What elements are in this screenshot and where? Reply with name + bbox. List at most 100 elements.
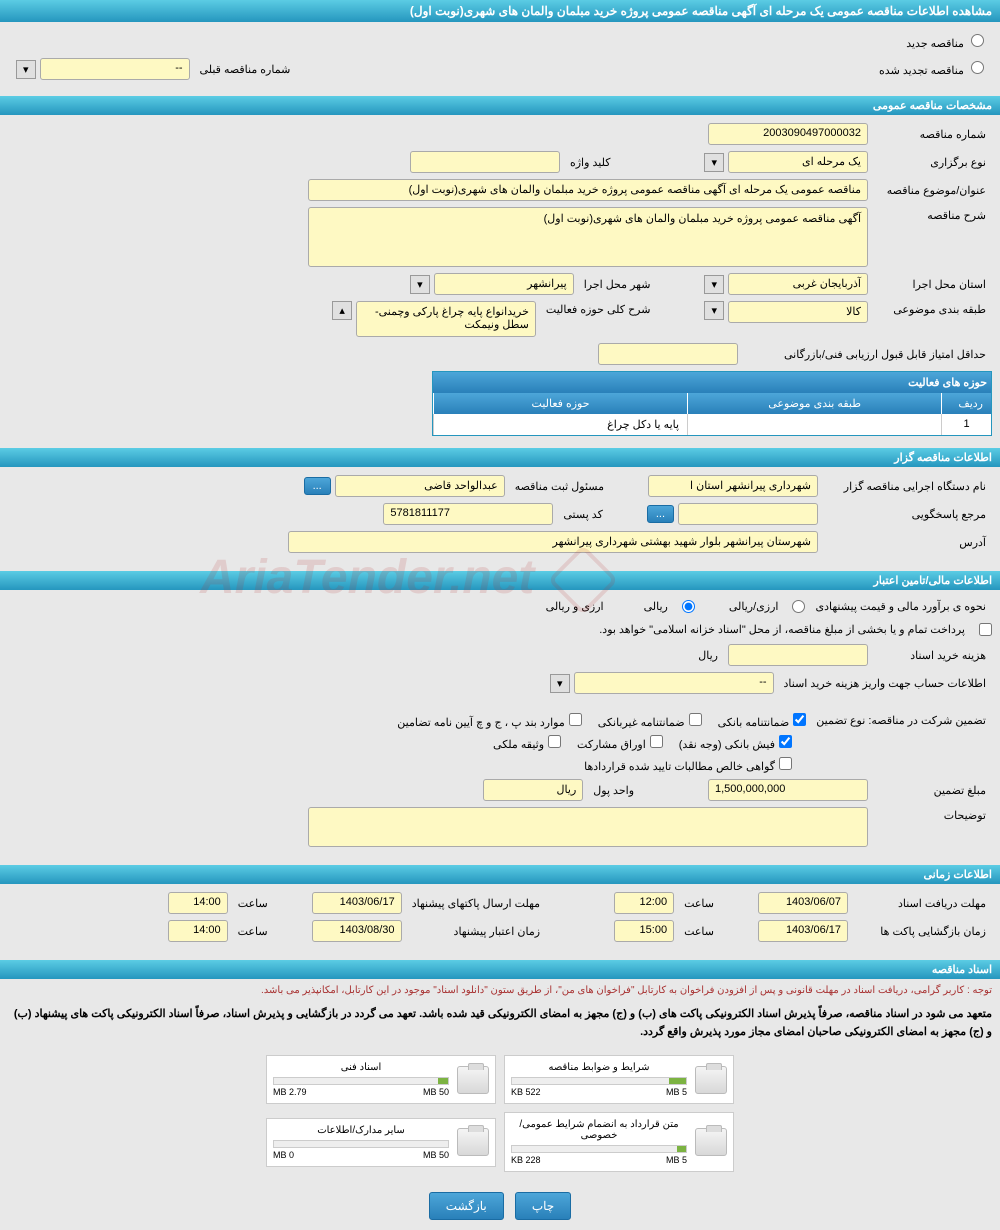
doc-deadline-date: 1403/06/07 — [758, 892, 848, 914]
section-general-header: مشخصات مناقصه عمومی — [0, 96, 1000, 115]
file-box[interactable]: اسناد فنی 50 MB2.79 MB — [266, 1055, 496, 1104]
financial-section: نحوه ی برآورد مالی و قیمت پیشنهادی ارزی/… — [0, 590, 1000, 861]
chk-cash-label: فیش بانکی (وجه نقد) — [679, 739, 775, 751]
chk-items[interactable] — [569, 713, 582, 726]
files-grid: شرایط و ضوابط مناقصه 5 MB522 KB اسناد فن… — [0, 1045, 1000, 1182]
doc-deadline-label: مهلت دریافت اسناد — [852, 895, 992, 912]
chk-cash[interactable] — [779, 735, 792, 748]
status-area: مناقصه جدید مناقصه تجدید شده شماره مناقص… — [0, 22, 1000, 92]
address-label: آدرس — [822, 534, 992, 551]
file-info: شرایط و ضوابط مناقصه 5 MB522 KB — [511, 1062, 687, 1097]
registrar-value: عبدالواحد قاضی — [335, 475, 505, 497]
currency-type-label: ارزی/ریالی — [723, 598, 785, 615]
subject-value: مناقصه عمومی یک مرحله ای آگهی مناقصه عمو… — [308, 179, 868, 201]
category-dropdown[interactable]: ▾ — [704, 301, 724, 320]
estimate-label: نحوه ی برآورد مالی و قیمت پیشنهادی — [809, 598, 992, 615]
doc-cost-value[interactable] — [728, 644, 868, 666]
organizer-section: نام دستگاه اجرایی مناقصه گزار شهرداری پی… — [0, 467, 1000, 567]
row-num: 1 — [941, 414, 991, 435]
prev-tender-label: شماره مناقصه قبلی — [194, 61, 297, 78]
chk-property[interactable] — [548, 735, 561, 748]
doc-deadline-time: 12:00 — [614, 892, 674, 914]
chk-securities[interactable] — [650, 735, 663, 748]
response-ref-more-button[interactable]: ... — [647, 505, 674, 523]
description-value: آگهی مناقصه عمومی پروژه خرید مبلمان والم… — [308, 207, 868, 267]
chk-cert[interactable] — [779, 757, 792, 770]
chk-items-label: موارد بند پ ، ج و چ آیین نامه تضامین — [397, 717, 564, 729]
progress-bar — [273, 1140, 449, 1148]
city-dropdown[interactable]: ▾ — [410, 275, 430, 294]
guarantee-amount-value: 1,500,000,000 — [708, 779, 868, 801]
renewed-tender-label: مناقصه تجدید شده — [879, 65, 964, 77]
section-documents-header: اسناد مناقصه — [0, 960, 1000, 979]
account-info-value: -- — [574, 672, 774, 694]
radio-new-tender[interactable] — [971, 34, 984, 47]
page-title-bar: مشاهده اطلاعات مناقصه عمومی یک مرحله ای … — [0, 0, 1000, 22]
response-ref-value — [678, 503, 818, 525]
notes-label: توضیحات — [872, 807, 992, 824]
time-label-3: ساعت — [678, 923, 720, 940]
col-category: طبقه بندی موضوعی — [687, 393, 941, 414]
holding-type-dropdown[interactable]: ▾ — [704, 153, 724, 172]
progress-bar — [511, 1145, 687, 1153]
response-ref-label: مرجع پاسخگویی — [822, 506, 992, 523]
chk-cert-label: گواهی خالص مطالبات تایید شده قراردادها — [584, 761, 775, 773]
progress-bar — [511, 1077, 687, 1085]
radio-renewed-tender[interactable] — [971, 61, 984, 74]
file-info: اسناد فنی 50 MB2.79 MB — [273, 1062, 449, 1097]
action-buttons: چاپ بازگشت — [0, 1182, 1000, 1230]
row-category — [687, 414, 941, 435]
doc-cost-label: هزینه خرید اسناد — [872, 647, 992, 664]
radio-rial[interactable] — [682, 600, 695, 613]
folder-icon — [695, 1066, 727, 1094]
province-dropdown[interactable]: ▾ — [704, 275, 724, 294]
currency-unit-value: ریال — [483, 779, 583, 801]
file-title: سایر مدارک/اطلاعات — [273, 1125, 449, 1136]
folder-icon — [457, 1128, 489, 1156]
opening-label: زمان بازگشایی پاکت ها — [852, 923, 992, 940]
rial-label: ریالی — [638, 598, 674, 615]
file-size: 5 MB522 KB — [511, 1087, 687, 1097]
tender-number-label: شماره مناقصه — [872, 126, 992, 143]
rial-suffix-1: ریال — [692, 647, 724, 664]
rial-currency-label: ارزی و ریالی — [540, 598, 610, 615]
keyword-value[interactable] — [410, 151, 560, 173]
file-box[interactable]: متن قرارداد به انضمام شرایط عمومی/خصوصی … — [504, 1112, 734, 1172]
min-score-value[interactable] — [598, 343, 738, 365]
file-title: شرایط و ضوابط مناقصه — [511, 1062, 687, 1073]
account-info-dropdown[interactable]: ▾ — [550, 674, 570, 693]
folder-icon — [457, 1066, 489, 1094]
holding-type-label: نوع برگزاری — [872, 154, 992, 171]
activity-scope-scroll[interactable]: ▴ — [332, 301, 352, 320]
print-button[interactable]: چاپ — [515, 1192, 571, 1220]
file-size: 50 MB0 MB — [273, 1150, 449, 1160]
city-label: شهر محل اجرا — [578, 276, 657, 293]
guarantee-label: تضمین شرکت در مناقصه: نوع تضمین — [810, 712, 992, 729]
file-box[interactable]: سایر مدارک/اطلاعات 50 MB0 MB — [266, 1118, 496, 1167]
file-size: 5 MB228 KB — [511, 1155, 687, 1165]
keyword-label: کلید واژه — [564, 154, 616, 171]
timing-section: مهلت دریافت اسناد 1403/06/07 ساعت 12:00 … — [0, 884, 1000, 956]
validity-date: 1403/08/30 — [312, 920, 402, 942]
registrar-more-button[interactable]: ... — [304, 477, 331, 495]
file-box[interactable]: شرایط و ضوابط مناقصه 5 MB522 KB — [504, 1055, 734, 1104]
opening-time: 15:00 — [614, 920, 674, 942]
back-button[interactable]: بازگشت — [429, 1192, 504, 1220]
chk-nonbank[interactable] — [689, 713, 702, 726]
registrar-label: مسئول ثبت مناقصه — [509, 478, 610, 495]
validity-label: زمان اعتبار پیشنهاد — [448, 923, 547, 940]
checkbox-treasury[interactable] — [979, 623, 992, 636]
envelope-deadline-time: 14:00 — [168, 892, 228, 914]
chk-bank[interactable] — [793, 713, 806, 726]
prev-tender-dropdown[interactable]: ▾ — [16, 60, 36, 79]
notes-value[interactable] — [308, 807, 868, 847]
province-value: آذربایجان غربی — [728, 273, 868, 295]
account-info-label: اطلاعات حساب جهت واریز هزینه خرید اسناد — [778, 675, 992, 692]
prev-tender-value: -- — [40, 58, 190, 80]
file-info: متن قرارداد به انضمام شرایط عمومی/خصوصی … — [511, 1119, 687, 1165]
documents-commitment: متعهد می شود در اسناد مناقصه، صرفاً پذیر… — [0, 1002, 1000, 1045]
address-value: شهرستان پیرانشهر بلوار شهید بهشتی شهردار… — [288, 531, 818, 553]
time-label-1: ساعت — [678, 895, 720, 912]
org-name-label: نام دستگاه اجرایی مناقصه گزار — [822, 478, 992, 495]
radio-currency-type[interactable] — [792, 600, 805, 613]
